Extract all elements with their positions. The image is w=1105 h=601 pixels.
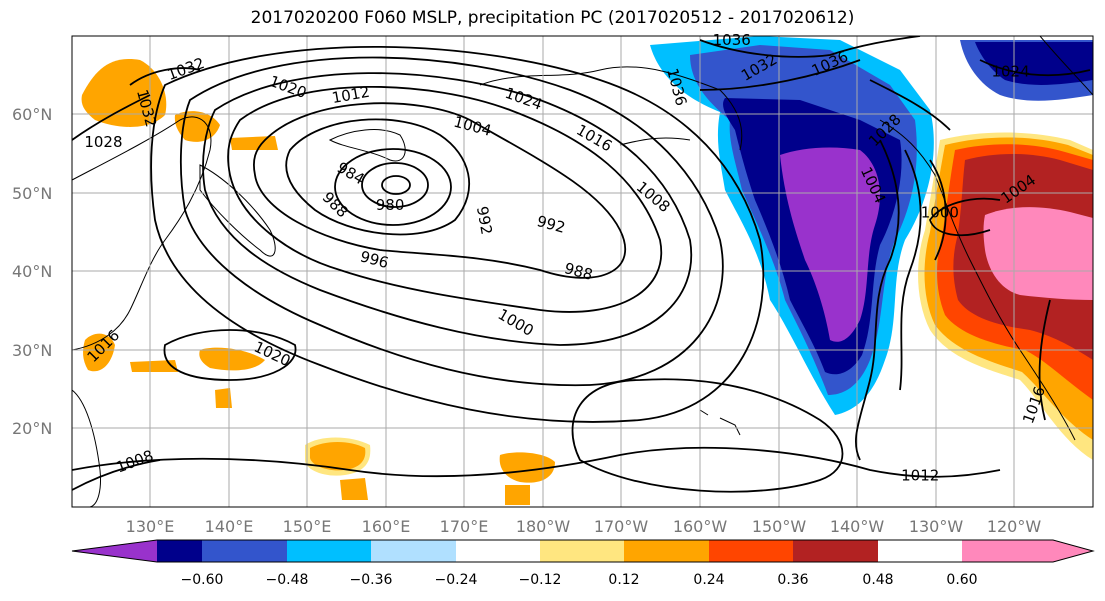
colorbar-segment (72, 540, 157, 562)
colorbar-tick-label: −0.24 (435, 572, 478, 588)
map-title: 2017020200 F060 MSLP, precipitation PC (… (250, 8, 855, 28)
lon-label-140w: 140°W (830, 517, 885, 536)
colorbar-segment (202, 540, 287, 562)
lon-label-180w: 180°W (516, 517, 571, 536)
lon-label-170e: 170°E (440, 517, 489, 536)
isobar-label: 1000 (921, 204, 959, 222)
colorbar-segment (456, 540, 540, 562)
colorbar-tick-label: −0.48 (266, 572, 309, 588)
colorbar-segment (624, 540, 709, 562)
isobar-label: 992 (473, 205, 496, 236)
isobar-label: 1012 (901, 467, 939, 485)
isobar-label: 1036 (713, 31, 751, 49)
lat-label-30n: 30°N (12, 341, 52, 360)
lon-label-170w: 170°W (594, 517, 649, 536)
lon-label-130w: 130°W (909, 517, 964, 536)
colorbar-tick-label: 0.24 (693, 572, 724, 588)
gridlines (72, 36, 1093, 507)
map-content (72, 36, 1093, 507)
lat-label-60n: 60°N (12, 105, 52, 124)
lon-label-140e: 140°E (205, 517, 254, 536)
lon-label-120w: 120°W (987, 517, 1042, 536)
colorbar-segment (709, 540, 793, 562)
lat-label-20n: 20°N (12, 419, 52, 438)
colorbar-tick-label: 0.36 (777, 572, 808, 588)
colorbar-tick-label: −0.60 (181, 572, 224, 588)
colorbar-segment (540, 540, 624, 562)
colorbar-segments (71, 539, 1095, 563)
longitude-axis: 130°E 140°E 150°E 160°E 170°E 180°W 170°… (126, 517, 1042, 536)
precipitation-shading (81, 36, 1093, 505)
colorbar-ticks: −0.60 −0.48 −0.36 −0.24 −0.12 0.12 0.24 … (181, 572, 978, 588)
colorbar-tick-label: 0.12 (608, 572, 639, 588)
map-frame (71, 35, 1094, 508)
latitude-axis: 60°N 50°N 40°N 30°N 20°N (12, 105, 52, 438)
colorbar-tick-label: −0.36 (350, 572, 393, 588)
colorbar-segment (371, 540, 456, 562)
colorbar-tick-label: 0.48 (862, 572, 893, 588)
isobar-label: 1024 (991, 62, 1029, 80)
colorbar-outline (71, 539, 1095, 563)
lon-label-130e: 130°E (126, 517, 175, 536)
coastlines (72, 36, 1093, 507)
isobars (72, 36, 1091, 493)
lon-label-150w: 150°W (752, 517, 807, 536)
lat-label-50n: 50°N (12, 184, 52, 203)
isobar-label: 1028 (84, 133, 122, 151)
isobar-label: 980 (376, 196, 405, 214)
colorbar-segment (962, 540, 1093, 562)
lon-label-160w: 160°W (673, 517, 728, 536)
lon-label-160e: 160°E (362, 517, 411, 536)
colorbar-tick-label: 0.60 (946, 572, 977, 588)
colorbar-segment (287, 540, 371, 562)
lon-label-150e: 150°E (283, 517, 332, 536)
colorbar: −0.60 −0.48 −0.36 −0.24 −0.12 0.12 0.24 … (71, 539, 1095, 588)
colorbar-segment (793, 540, 878, 562)
colorbar-tick-label: −0.12 (519, 572, 562, 588)
colorbar-segment (157, 540, 202, 562)
lat-label-40n: 40°N (12, 262, 52, 281)
